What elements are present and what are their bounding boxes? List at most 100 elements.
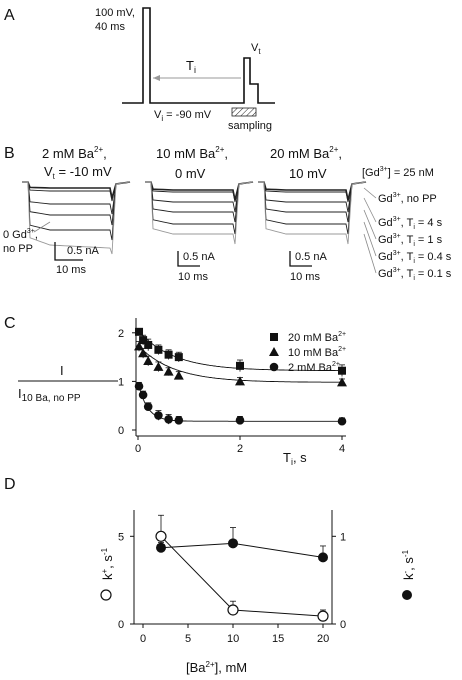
d-point-open (317, 610, 329, 622)
ti-label: Ti (186, 58, 196, 75)
d-point-filled (318, 552, 328, 563)
c-point-circle (134, 381, 144, 391)
legend-label: 10 mM Ba2+ (288, 346, 346, 359)
scale-time-10mm: 10 ms (178, 271, 208, 283)
d-point-filled (156, 542, 166, 553)
right-annotation-pointer (363, 187, 377, 199)
prepulse-label-voltage: 100 mV, (95, 7, 135, 19)
scale-bar-2mm: 0.5 nA 10 ms (54, 242, 99, 276)
current-trace (22, 181, 131, 226)
c-y-tick-label: 2 (118, 328, 124, 340)
panel-c-letter: C (4, 315, 16, 332)
d-series-line (160, 535, 324, 617)
c-point-square (236, 361, 244, 370)
ti-arrow-head (153, 75, 160, 81)
current-trace (258, 181, 367, 203)
d-ylabel-right-marker (402, 590, 412, 600)
current-trace (145, 181, 254, 203)
scale-time-20mm: 10 ms (290, 271, 320, 283)
c-point-triangle (235, 376, 245, 386)
panel-b: B 2 mM Ba2+, 10 mM Ba2+, 20 mM Ba2+, Vt … (3, 145, 452, 283)
c-point-square (154, 345, 163, 354)
d-ylabel-left-marker (100, 589, 112, 601)
legend-label: 20 mM Ba2+ (288, 331, 346, 344)
voltage-protocol-trace (122, 7, 275, 104)
c-point-circle (143, 402, 153, 411)
sampling-label: sampling (228, 120, 272, 132)
d-x-tick-label: 5 (185, 633, 191, 645)
current-trace (258, 181, 367, 245)
d-ylabel-right-text: k-, s-1 (401, 549, 416, 580)
current-trace (22, 181, 131, 255)
c-point-square (135, 327, 144, 336)
panel-d-letter: D (4, 476, 16, 493)
right-annotation-label: Gd3+, Ti = 4 s (378, 216, 443, 231)
d-ylabel-left: k+, s-1 (100, 547, 115, 580)
panel-a: A 100 mV, 40 ms Ti Vt Vi = -90 mV sampli… (4, 7, 275, 132)
c-point-square (174, 353, 183, 362)
c-x-tick-label: 4 (339, 443, 345, 455)
panel-a-letter: A (4, 7, 15, 24)
right-annotation-label: Gd3+, Ti = 0.1 s (378, 267, 452, 282)
c-point-square (164, 350, 173, 359)
c-point-circle (174, 415, 184, 425)
gd-concentration-label: [Gd3+] = 25 nM (362, 166, 434, 179)
scale-current-10mm: 0.5 nA (183, 251, 215, 263)
d-right-tick-label: 1 (340, 531, 346, 543)
c-point-triangle (173, 370, 184, 380)
right-annotation-label: Gd3+, no PP (378, 192, 437, 205)
current-trace (145, 181, 254, 213)
c-point-circle (164, 415, 173, 424)
d-ylabel-right: k-, s-1 (401, 549, 416, 580)
current-trace (22, 181, 131, 199)
right-annotations: Gd3+, no PP Gd3+, Ti = 4 s Gd3+, Ti = 1 s G… (363, 187, 452, 282)
vt-label: Vt (251, 42, 261, 56)
d-left-tick-label: 5 (118, 531, 124, 543)
right-annotation-pointer (363, 197, 377, 223)
scale-bar-20mm: 0.5 nA 10 ms (289, 251, 327, 283)
scale-current-20mm: 0.5 nA (295, 251, 327, 263)
d-x-tick-label: 10 (227, 633, 239, 645)
legend-triangle-icon (269, 347, 279, 356)
c-point-circle (337, 416, 347, 426)
right-annotation-pointer (363, 221, 377, 257)
chart-c-legend: 20 mM Ba2+ 10 mM Ba2+ 2 mM Ba2+ (269, 331, 346, 374)
test-voltage-20mm: 10 mV (289, 166, 327, 181)
legend-label: 2 mM Ba2+ (288, 361, 340, 374)
c-point-triangle (138, 348, 149, 358)
c-point-circle (138, 390, 148, 400)
c-y-tick-label: 0 (118, 425, 124, 437)
scale-current-2mm: 0.5 nA (67, 245, 99, 257)
c-point-circle (235, 415, 245, 425)
d-point-open (155, 530, 167, 542)
right-annotation-label: Gd3+, Ti = 1 s (378, 233, 443, 248)
current-trace (22, 181, 131, 202)
c-point-circle (154, 411, 163, 420)
current-trace (258, 181, 367, 201)
current-trace (22, 181, 131, 215)
prepulse-label-duration: 40 ms (95, 21, 125, 33)
right-annotation-label: Gd3+, Ti = 0.4 s (378, 250, 452, 265)
d-x-tick-label: 0 (140, 633, 146, 645)
legend-square-icon (270, 333, 278, 341)
d-x-tick-label: 15 (272, 633, 284, 645)
c-point-square (139, 336, 148, 345)
condition-title-20mm: 20 mM Ba2+, (270, 145, 342, 161)
d-point-filled (228, 538, 238, 549)
left-annotation-no-pp: no PP (3, 243, 33, 255)
d-right-tick-label: 0 (340, 619, 346, 631)
c-point-triangle (143, 355, 154, 365)
vi-label: Vi = -90 mV (154, 109, 212, 123)
right-annotation-pointer (363, 209, 377, 240)
c-point-triangle (153, 361, 164, 371)
test-voltage-2mm: Vt = -10 mV (44, 164, 112, 181)
right-annotation-pointer (363, 233, 377, 274)
sampling-window-hatch (231, 107, 257, 117)
d-x-tick-label: 20 (317, 633, 329, 645)
c-ylabel-denominator: I10 Ba, no PP (18, 386, 81, 404)
current-trace (258, 181, 367, 235)
c-point-square (144, 340, 153, 349)
